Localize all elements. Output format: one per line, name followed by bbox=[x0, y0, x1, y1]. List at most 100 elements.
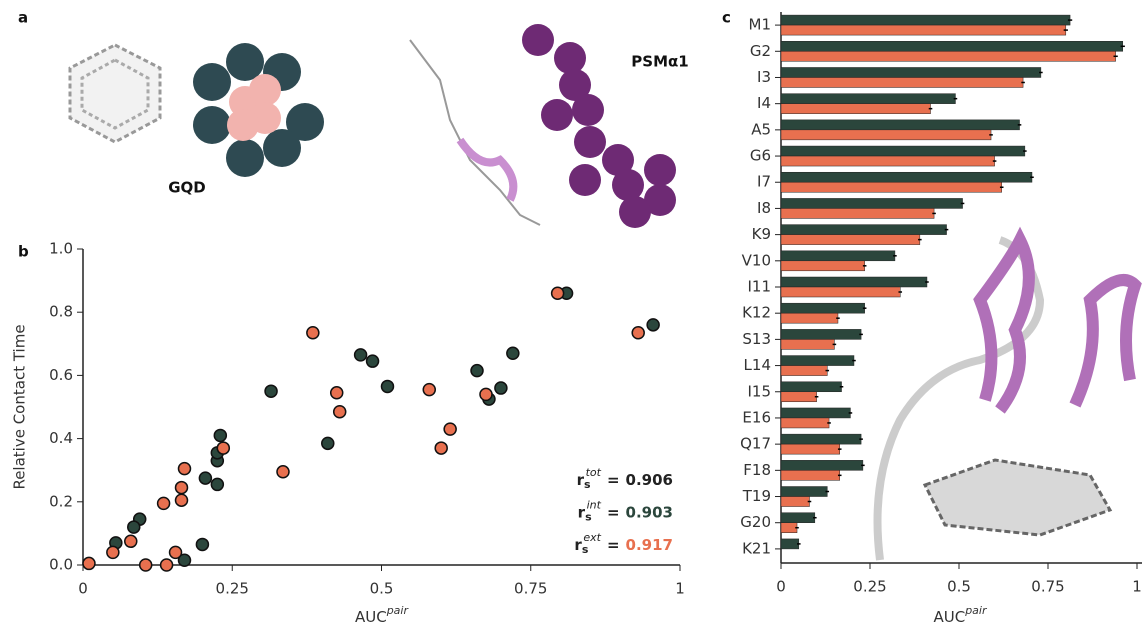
bar bbox=[781, 235, 920, 245]
bar bbox=[781, 497, 809, 507]
bar bbox=[781, 329, 861, 339]
bar bbox=[781, 392, 817, 402]
scatter-point bbox=[552, 287, 564, 299]
scatter-point bbox=[277, 466, 289, 478]
scatter-point bbox=[217, 442, 229, 454]
x-tick-label: 0.75 bbox=[1031, 578, 1064, 596]
x-tick-label: 0 bbox=[776, 578, 786, 596]
scatter-point bbox=[444, 423, 456, 435]
x-axis-label-superscript: pair bbox=[386, 604, 410, 617]
annotation-superscript: tot bbox=[586, 466, 602, 479]
bar bbox=[781, 366, 827, 376]
y-tick-label: 0.4 bbox=[49, 429, 73, 447]
molecule-label: GQD bbox=[168, 179, 206, 197]
y-tick-label: 0.0 bbox=[49, 556, 73, 574]
scatter-point bbox=[367, 355, 379, 367]
bar bbox=[781, 418, 829, 428]
bar bbox=[781, 25, 1066, 35]
molecule-label: PSMα1 bbox=[631, 53, 688, 71]
y-tick-label: G2 bbox=[750, 42, 771, 60]
bar bbox=[781, 15, 1070, 25]
bar bbox=[781, 444, 840, 454]
scatter-point bbox=[196, 538, 208, 550]
bar bbox=[781, 67, 1041, 77]
bar bbox=[781, 523, 797, 533]
bar bbox=[781, 382, 842, 392]
y-tick-label: 0.2 bbox=[49, 492, 73, 510]
scatter-point bbox=[265, 385, 277, 397]
y-tick-label: K12 bbox=[742, 304, 771, 322]
bar bbox=[781, 182, 1002, 192]
y-tick-label: I7 bbox=[757, 173, 771, 191]
annotation-superscript: ext bbox=[583, 531, 601, 544]
bar bbox=[781, 156, 995, 166]
bar bbox=[781, 487, 827, 497]
x-tick-label: 1 bbox=[675, 580, 685, 598]
annotation-value: 0.906 bbox=[626, 471, 673, 489]
scatter-point bbox=[211, 478, 223, 490]
correlation-annotation: rsext=0.917 bbox=[574, 531, 673, 556]
bar bbox=[781, 339, 834, 349]
x-axis-label-text: AUC bbox=[355, 608, 387, 626]
scatter-point bbox=[178, 463, 190, 475]
bar bbox=[781, 94, 955, 104]
y-tick-label: F18 bbox=[743, 461, 771, 479]
y-tick-label: G6 bbox=[750, 147, 771, 165]
panel-label: a bbox=[18, 9, 28, 27]
x-axis-label-text: AUC bbox=[933, 608, 965, 626]
x-tick-label: 1 bbox=[1132, 578, 1142, 596]
annotation-relation: = bbox=[607, 503, 620, 521]
x-tick-label: 0 bbox=[78, 580, 88, 598]
annotation-relation: = bbox=[607, 471, 620, 489]
y-tick-label: I11 bbox=[747, 278, 771, 296]
y-tick-label: K9 bbox=[752, 225, 771, 243]
x-tick-label: 0.75 bbox=[514, 580, 547, 598]
scatter-point bbox=[199, 472, 211, 484]
panel-label: c bbox=[722, 9, 731, 27]
scatter-point bbox=[176, 494, 188, 506]
bar bbox=[781, 287, 900, 297]
scatter-point bbox=[170, 546, 182, 558]
x-tick-label: 0.5 bbox=[947, 578, 971, 596]
gqd-ribbon-view bbox=[925, 460, 1110, 535]
annotation-subscript: s bbox=[585, 511, 592, 524]
y-tick-label: A5 bbox=[751, 120, 771, 138]
y-tick-label: I8 bbox=[757, 199, 771, 217]
y-tick-label: M1 bbox=[749, 16, 772, 34]
peptide-structure bbox=[410, 40, 540, 225]
bar bbox=[781, 51, 1116, 61]
annotation-subscript: s bbox=[582, 543, 589, 556]
bar bbox=[781, 104, 931, 114]
y-axis-label: Relative Contact Time bbox=[11, 324, 29, 489]
scatter-point bbox=[322, 437, 334, 449]
gqd-beads bbox=[193, 43, 324, 177]
y-tick-label: K21 bbox=[742, 539, 771, 557]
scatter-point bbox=[435, 442, 447, 454]
scatter-point bbox=[107, 546, 119, 558]
y-tick-label: 0.6 bbox=[49, 366, 73, 384]
scatter-point bbox=[632, 327, 644, 339]
scatter-point bbox=[331, 387, 343, 399]
bar bbox=[781, 303, 865, 313]
y-tick-label: G20 bbox=[740, 513, 771, 531]
bar bbox=[781, 251, 895, 261]
gqd-structure bbox=[70, 45, 160, 142]
scatter-point bbox=[140, 559, 152, 571]
scatter-point bbox=[423, 384, 435, 396]
y-tick-label: 0.8 bbox=[49, 303, 73, 321]
x-axis-label: AUCpair bbox=[933, 604, 987, 626]
x-tick-label: 0.5 bbox=[370, 580, 394, 598]
scatter-point bbox=[471, 365, 483, 377]
bar bbox=[781, 513, 815, 523]
scatter-point bbox=[355, 349, 367, 361]
bar bbox=[781, 261, 865, 271]
scatter-point bbox=[128, 521, 140, 533]
bar bbox=[781, 225, 947, 235]
bar bbox=[781, 277, 927, 287]
panel-label: b bbox=[18, 243, 29, 261]
scatter-point bbox=[158, 497, 170, 509]
scatter-point bbox=[307, 327, 319, 339]
bar bbox=[781, 408, 850, 418]
scatter-point bbox=[161, 559, 173, 571]
y-tick-label: L14 bbox=[744, 356, 771, 374]
